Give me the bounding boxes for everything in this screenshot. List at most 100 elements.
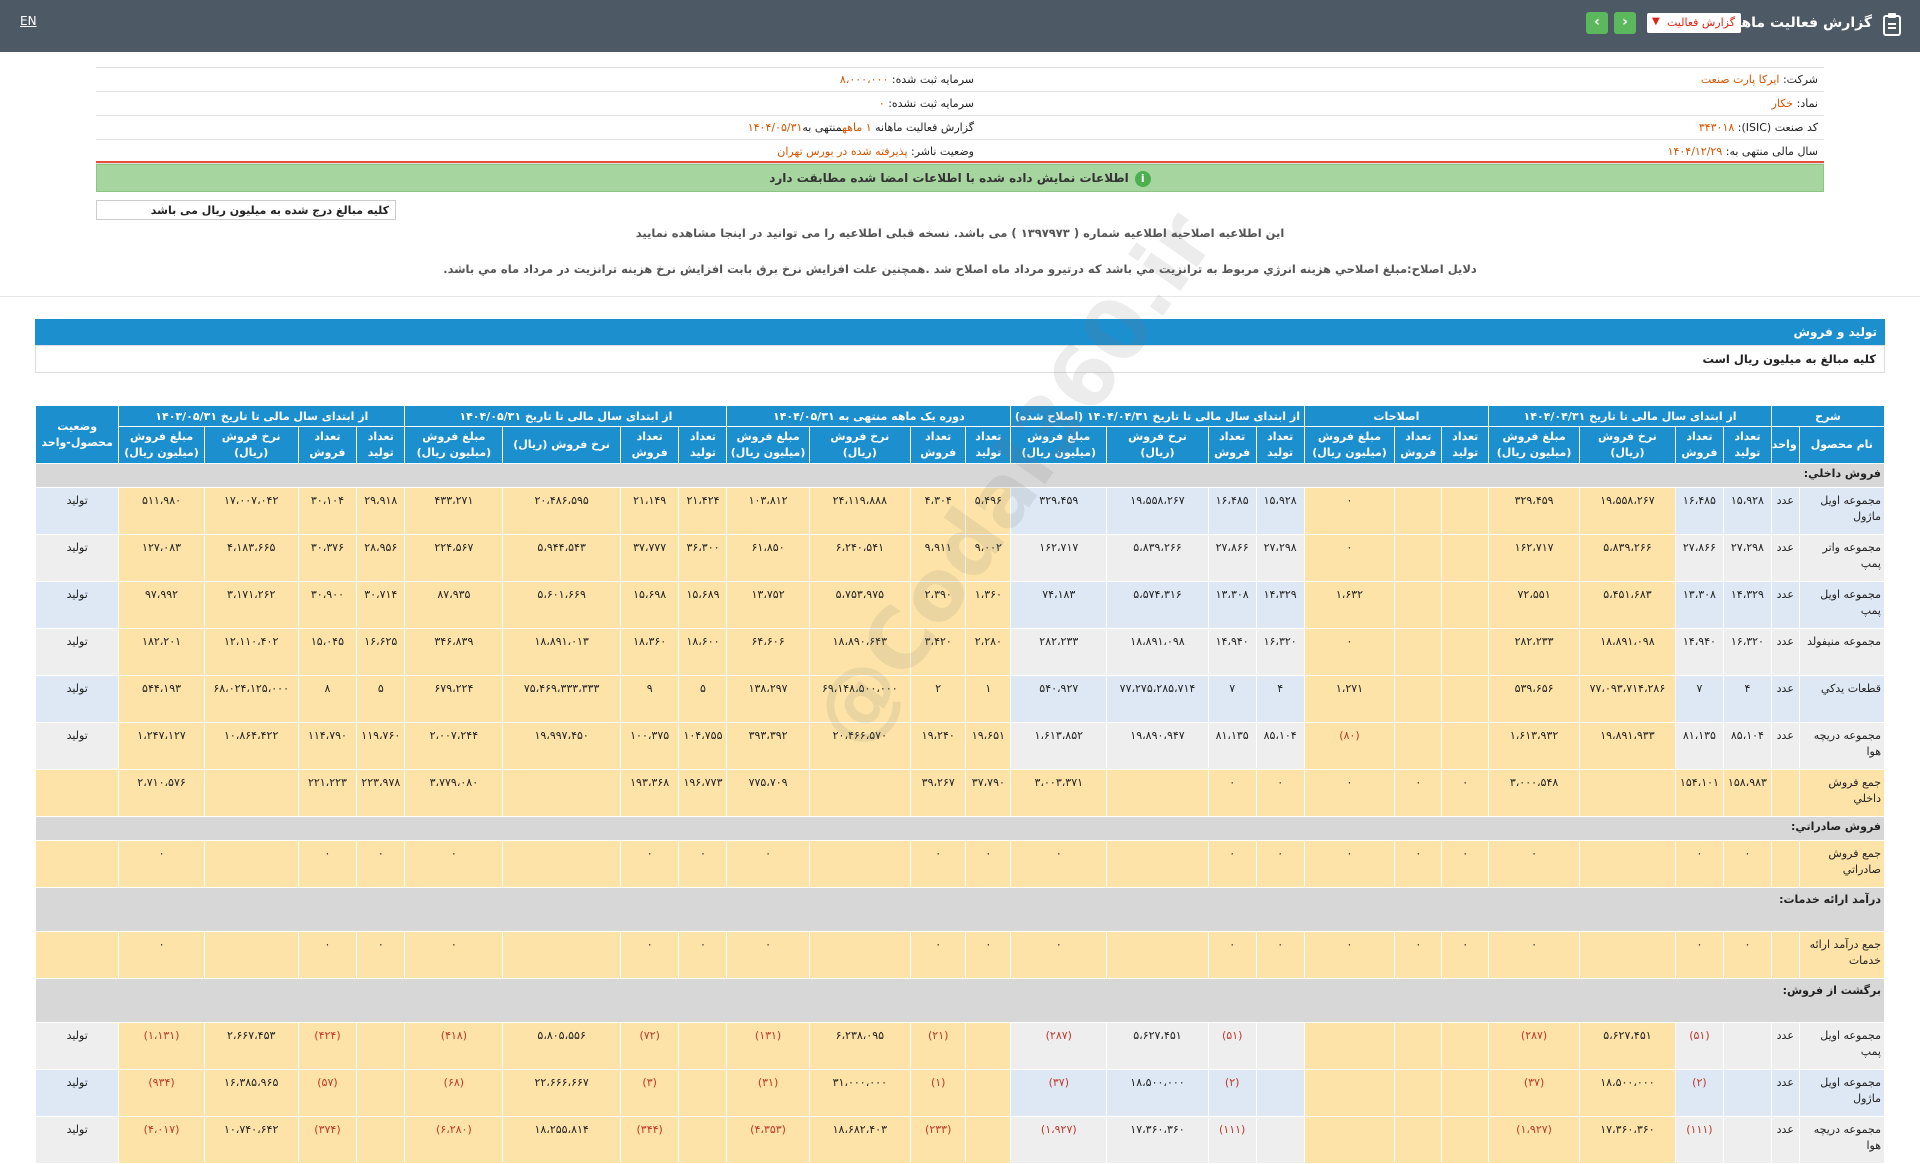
table-cell: ۷ — [1674, 675, 1724, 723]
table-cell — [1255, 1116, 1305, 1164]
product-name: مجموعه اویل ماژول — [1798, 487, 1886, 535]
previous-button[interactable]: ‹ — [1586, 12, 1608, 34]
table-cell: ۰ — [1303, 534, 1396, 582]
table-cell: ۰ — [619, 931, 680, 979]
table-cell: ۰ — [404, 931, 504, 979]
column-group: از ابتدای سال مالی تا تاریخ ۱۴۰۴/۰۵/۳۱ — [404, 405, 728, 427]
column-header: نرخ فروش (ریال) — [502, 426, 621, 464]
capital-unreg-field: سرمایه ثبت نشده: ۰ — [879, 97, 974, 110]
product-name: مجموعه واتر پمپ — [1798, 534, 1886, 582]
table-cell: ۲،۶۶۷،۴۵۳ — [203, 1022, 299, 1070]
table-cell — [1255, 1022, 1305, 1070]
table-cell: ۷۷،۰۹۳،۷۱۴،۲۸۶ — [1578, 675, 1676, 723]
table-row: مجموعه اویل ماژول عدد (۲) ۱۸،۵۰۰،۰۰۰ (۳۷) (۲)… — [34, 1069, 1886, 1117]
column-header: نام محصول — [1798, 426, 1886, 464]
status-label: وضعیت ناشر: — [911, 145, 974, 158]
table-cell: ۱۶،۴۸۵ — [1674, 487, 1724, 535]
period-end-label: منتهی به — [802, 121, 843, 134]
correction-reason: دلایل اصلاح:مبلغ اصلاحي هزينه انرژي مربو… — [443, 262, 1477, 276]
company-field: شرکت: ایرکا پارت صنعت — [1701, 73, 1818, 86]
table-cell — [678, 1069, 728, 1117]
table-cell: ۰ — [1674, 840, 1724, 888]
table-cell: ۱۹،۹۹۷،۴۵۰ — [502, 722, 621, 770]
table-cell — [1441, 675, 1490, 723]
table-cell: ۱۶،۴۸۵ — [1207, 487, 1257, 535]
table-cell: ۲۸۲،۲۳۳ — [1010, 628, 1108, 676]
table-cell: ۰ — [118, 840, 205, 888]
table-cell: ۱۹۶،۷۷۳ — [678, 769, 728, 817]
next-button[interactable]: › — [1614, 12, 1636, 34]
table-cell: ۳۷،۷۹۰ — [965, 769, 1012, 817]
table-cell — [1106, 769, 1209, 817]
table-cell: ۶،۲۳۸،۰۹۵ — [808, 1022, 911, 1070]
table-cell: ۵،۴۹۶ — [965, 487, 1012, 535]
table-cell: ۰ — [1255, 840, 1305, 888]
table-cell: ۱۱۴،۷۹۰ — [297, 722, 358, 770]
table-cell: ۱۴،۳۲۹ — [1722, 581, 1772, 629]
table-cell: ۱۹۳،۳۶۸ — [619, 769, 680, 817]
table-cell — [1441, 1116, 1490, 1164]
table-cell: (۸۰) — [1303, 722, 1396, 770]
table-cell: (۳) — [619, 1069, 680, 1117]
table-cell: (۳۱) — [726, 1069, 810, 1117]
table-cell — [1255, 1069, 1305, 1117]
table-cell: ۱۵،۶۹۸ — [619, 581, 680, 629]
table-cell: ۸۷،۹۳۵ — [404, 581, 504, 629]
isic-label: کد صنعت (ISIC): — [1737, 121, 1818, 134]
table-cell: ۳،۰۰۳،۳۷۱ — [1010, 769, 1108, 817]
column-header: تعداد تولید — [965, 426, 1012, 464]
table-cell: ۳۰،۳۷۶ — [297, 534, 358, 582]
table-cell: ۰ — [1303, 931, 1396, 979]
table-cell: ۶،۲۴۰،۵۴۱ — [808, 534, 911, 582]
table-cell: ۱۸،۲۵۵،۸۱۴ — [502, 1116, 621, 1164]
column-header: تعداد تولید — [678, 426, 728, 464]
table-cell — [678, 1022, 728, 1070]
table-cell: ۶۸،۰۲۴،۱۲۵،۰۰۰ — [203, 675, 299, 723]
table-cell — [502, 769, 621, 817]
column-group: شرح — [1770, 405, 1886, 427]
table-cell: (۲) — [1207, 1069, 1257, 1117]
table-cell — [965, 1022, 1012, 1070]
language-switch[interactable]: EN — [20, 14, 37, 28]
table-cell — [1722, 1069, 1772, 1117]
product-name: مجموعه اویل پمپ — [1798, 1022, 1886, 1070]
table-cell: ۰ — [965, 840, 1012, 888]
table-cell: ۰ — [297, 931, 358, 979]
table-cell — [1441, 628, 1490, 676]
column-header: نرخ فروش (ریال) — [808, 426, 911, 464]
table-row: مجموعه واتر پمپ عدد ۲۷،۲۹۸ ۲۷،۸۶۶ ۵،۸۳۹،۲۶۶ ۱… — [34, 534, 1886, 582]
column-group: اصلاحات — [1303, 405, 1490, 427]
table-cell: ۰ — [1303, 769, 1396, 817]
table-cell: ۱۵،۹۲۸ — [1722, 487, 1772, 535]
table-cell: ۱۷،۳۶۰،۳۶۰ — [1578, 1116, 1676, 1164]
table-cell: ۰ — [619, 840, 680, 888]
table-cell — [1106, 840, 1209, 888]
table-cell — [1578, 840, 1676, 888]
table-cell: ۵،۶۰۱،۶۶۹ — [502, 581, 621, 629]
page-title: گزارش فعالیت ماهانه — [1722, 15, 1872, 31]
correction-notice[interactable]: این اطلاعیه اصلاحیه اطلاعیه شماره ( ۱۳۹۷… — [635, 226, 1285, 240]
table-cell: عدد — [1770, 534, 1800, 582]
table-cell: ۶۹،۱۴۸،۵۰۰،۰۰۰ — [808, 675, 911, 723]
table-cell: ۴ — [1255, 675, 1305, 723]
table-cell: ۱۹،۲۴۰ — [909, 722, 967, 770]
table-cell — [356, 1069, 406, 1117]
table-cell: ۰ — [678, 931, 728, 979]
column-header: مبلغ فروش (میلیون ریال) — [1010, 426, 1108, 464]
table-cell: ۳،۱۷۱،۲۶۲ — [203, 581, 299, 629]
report-type-select[interactable]: گزارش فعالیت ▼ — [1647, 13, 1741, 33]
table-cell: ۶۴،۶۰۶ — [726, 628, 810, 676]
table-cell — [1394, 534, 1443, 582]
symbol-value[interactable]: خکار — [1771, 97, 1794, 110]
table-cell: ۳۰،۹۰۰ — [297, 581, 358, 629]
category-row: فروش داخلي: — [35, 463, 1885, 488]
table-cell: ۱۹،۵۵۸،۲۶۷ — [1578, 487, 1676, 535]
table-cell: ۰ — [1303, 487, 1396, 535]
capital-reg-label: سرمایه ثبت شده: — [891, 73, 974, 86]
table-cell: ۲،۰۰۷،۲۴۴ — [404, 722, 504, 770]
table-cell: (۳۷) — [1488, 1069, 1580, 1117]
isic-field: کد صنعت (ISIC): ۳۴۳۰۱۸ — [1699, 121, 1818, 134]
table-cell: ۱۷،۳۶۰،۳۶۰ — [1106, 1116, 1209, 1164]
table-cell: ۳۱،۰۰۰،۰۰۰ — [808, 1069, 911, 1117]
table-cell: ۲۸۲،۲۳۳ — [1488, 628, 1580, 676]
